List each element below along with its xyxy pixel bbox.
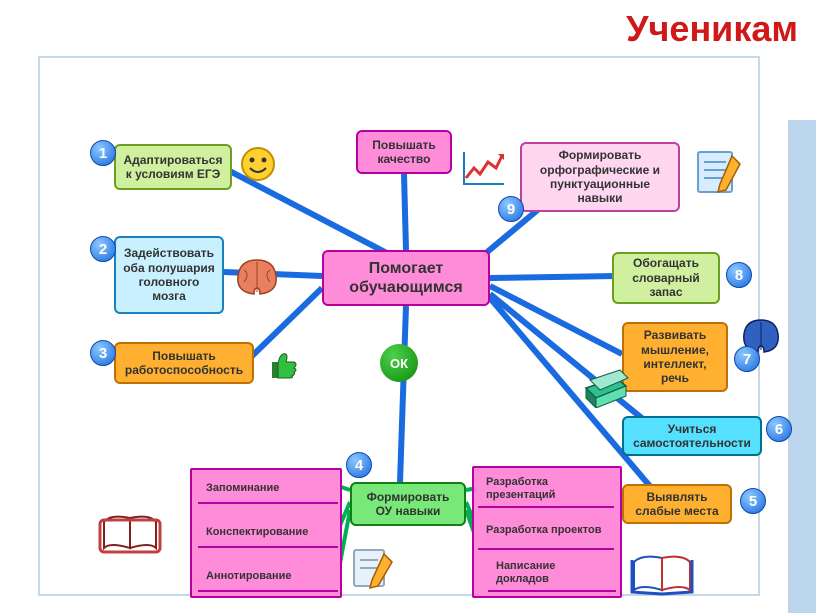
document-pencil-icon-2 — [350, 546, 398, 597]
open-book-left-icon — [98, 508, 162, 563]
side-accent — [788, 120, 816, 613]
node-3: Повышать работоспособность — [114, 342, 254, 384]
node-4: Формировать ОУ навыки — [350, 482, 466, 526]
open-book-right-icon — [628, 548, 696, 605]
thumbs-up-icon — [264, 346, 300, 387]
brain-icon — [232, 256, 282, 303]
badge-8: 8 — [726, 262, 752, 288]
badge-5: 5 — [740, 488, 766, 514]
badge-6: 6 — [766, 416, 792, 442]
sub-left: Аннотирование — [198, 564, 338, 592]
center-node: Помогает обучающимся — [322, 250, 490, 306]
node-2: Задействовать оба полушария головного мо… — [114, 236, 224, 314]
badge-3: 3 — [90, 340, 116, 366]
sub-right: Разработка презентаций — [478, 472, 614, 508]
badge-9: 9 — [498, 196, 524, 222]
ok-badge: ОК — [380, 344, 418, 382]
node-8: Обогащать словарный запас — [612, 252, 720, 304]
sub-right: Написание докладов — [488, 556, 616, 592]
page-title: Ученикам — [626, 8, 798, 50]
node-9: Формировать орфографические и пунктуацио… — [520, 142, 680, 212]
badge-1: 1 — [90, 140, 116, 166]
badge-4: 4 — [346, 452, 372, 478]
badge-7: 7 — [734, 346, 760, 372]
node-5: Выявлять слабые места — [622, 484, 732, 524]
sub-left: Конспектирование — [198, 520, 338, 548]
top-quality-node: Повышать качество — [356, 130, 452, 174]
badge-2: 2 — [90, 236, 116, 262]
node-7: Развивать мышление, интеллект, речь — [622, 322, 728, 392]
document-pencil-icon — [692, 146, 748, 203]
sub-right: Разработка проектов — [478, 514, 614, 550]
sub-left: Запоминание — [198, 476, 338, 504]
smiley-icon — [240, 146, 276, 187]
node-1: Адаптироваться к условиям ЕГЭ — [114, 144, 232, 190]
node-6: Учиться самостоятельности — [622, 416, 762, 456]
book-stack-icon — [576, 358, 632, 413]
mindmap-frame: Помогает обучающимся Повышать качество О… — [38, 56, 760, 596]
chart-up-icon — [460, 148, 508, 193]
